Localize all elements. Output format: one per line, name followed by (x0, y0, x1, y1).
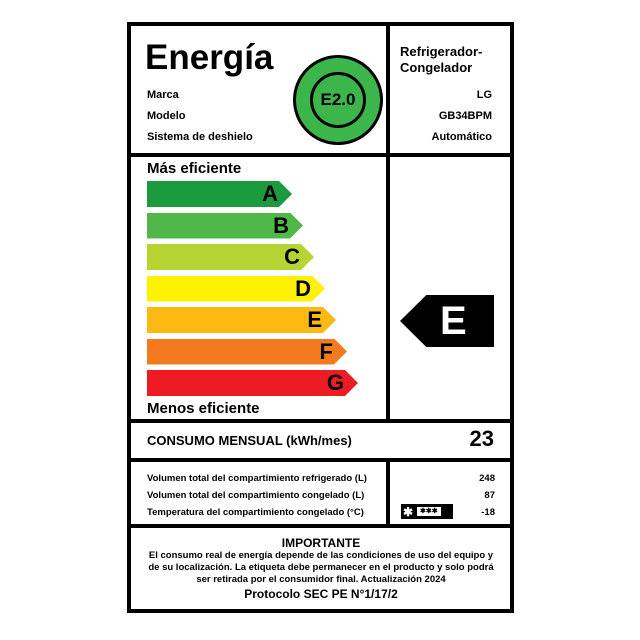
spec-label: Marca (147, 89, 179, 101)
divider (386, 24, 390, 156)
detail-label: Volumen total del compartimiento refrige… (147, 473, 367, 484)
appliance-type: Refrigerador-Congelador (400, 44, 483, 75)
efficiency-bar-letter: D (295, 275, 311, 301)
efficiency-bar-letter: A (262, 181, 278, 206)
divider (129, 419, 512, 423)
efficiency-bar-c: C (147, 244, 314, 270)
spec-value-defrost: Automático (431, 131, 493, 143)
efficiency-bar-b: B (147, 213, 303, 239)
spec-label: Modelo (147, 110, 186, 122)
spec-value-model: GB34BPM (438, 110, 492, 122)
efficiency-bar-f: F (147, 339, 347, 365)
spec-label: Sistema de deshielo (147, 131, 253, 143)
efficiency-bar-letter: C (284, 244, 300, 269)
detail-label: Volumen total del compartimiento congela… (147, 490, 365, 501)
scale-top-label: Más eficiente (147, 160, 242, 177)
energy-label-frame (127, 22, 514, 613)
protocol-text: Protocolo SEC PE N°1/17/2 (244, 587, 398, 601)
spec-value-brand: LG (476, 89, 492, 101)
divider (386, 155, 390, 421)
divider (129, 524, 512, 528)
detail-value: -18 (481, 507, 495, 518)
snowflake-icon: ✱ (403, 504, 414, 519)
detail-value: 87 (484, 490, 495, 501)
efficiency-bar-d: D (147, 276, 325, 302)
efficiency-bar-letter: E (307, 307, 322, 332)
efficiency-bar-e: E (147, 307, 336, 333)
divider (386, 460, 390, 526)
efficiency-bar-g: G (147, 370, 358, 396)
efficiency-bar-a: A (147, 181, 292, 207)
efficiency-bar-letter: F (319, 338, 333, 364)
scale-bottom-label: Menos eficiente (147, 400, 260, 417)
consumption-value: 23 (469, 426, 494, 451)
consumption-label: CONSUMO MENSUAL (kWh/mes) (147, 433, 352, 448)
important-title: IMPORTANTE (281, 536, 361, 550)
star-rating: ✱✱✱ (417, 507, 441, 516)
important-text: El consumo real de energía depende de la… (148, 550, 494, 561)
rating-letter: E (440, 299, 467, 343)
detail-value: 248 (479, 473, 495, 484)
efficiency-badge: E2.0 (293, 55, 383, 145)
badge-label: E2.0 (310, 72, 366, 128)
label-title: Energía (145, 38, 274, 77)
freezer-star-rating-icon: ✱ ✱✱✱ (401, 504, 453, 519)
efficiency-bar-letter: G (326, 370, 344, 395)
important-text: ser retirada por el consumidor final. Ac… (196, 574, 446, 585)
detail-label: Temperatura del compartimiento congelado… (147, 507, 364, 518)
divider (129, 458, 512, 462)
important-text: de su localización. La etiqueta debe per… (148, 562, 494, 573)
efficiency-bar-letter: B (273, 212, 289, 238)
divider (129, 153, 512, 157)
